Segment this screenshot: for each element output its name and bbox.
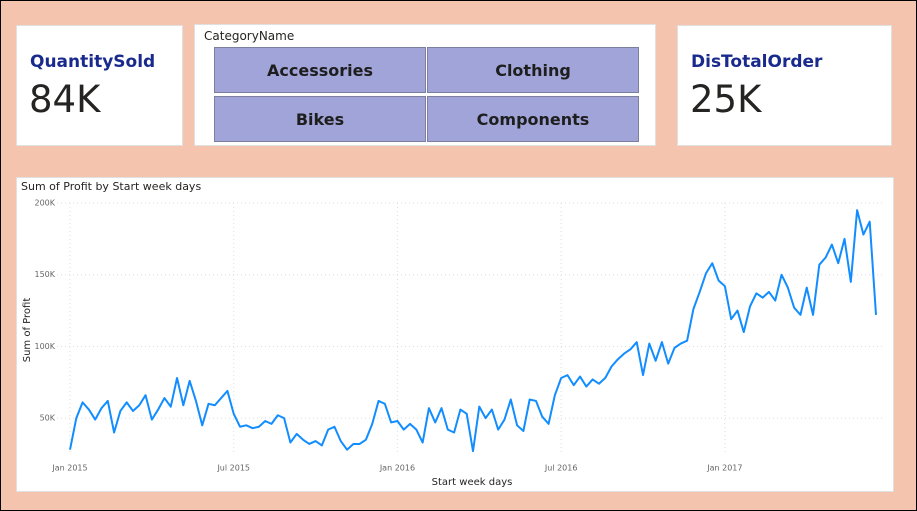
y-tick-label: 150K bbox=[34, 270, 55, 279]
chart-panel: Sum of Profit by Start week days Start w… bbox=[16, 177, 894, 492]
slicer-title: CategoryName bbox=[204, 29, 295, 43]
card: QuantitySold 84K bbox=[16, 25, 183, 146]
slicer-button[interactable]: Accessories bbox=[214, 47, 426, 93]
x-tick-label: Jan 2016 bbox=[379, 464, 415, 473]
slicer-button[interactable]: Clothing bbox=[427, 47, 639, 93]
card-value: 25K bbox=[690, 78, 762, 121]
slicer: CategoryName Accessories Clothing Bikes … bbox=[194, 24, 656, 146]
card-title: DisTotalOrder bbox=[691, 52, 823, 72]
x-tick-label: Jul 2015 bbox=[216, 464, 250, 473]
x-axis-title: Start week days bbox=[432, 477, 513, 488]
chart: Sum of Profit by Start week days Start w… bbox=[21, 180, 883, 488]
x-tick-label: Jul 2016 bbox=[544, 464, 578, 473]
slicer-button[interactable]: Bikes bbox=[214, 96, 426, 142]
x-tick-label: Jan 2015 bbox=[51, 464, 87, 473]
y-axis-title: Sum of Profit bbox=[22, 298, 33, 363]
card-title: QuantitySold bbox=[30, 52, 156, 72]
card: DisTotalOrder 25K bbox=[677, 25, 892, 146]
line-series bbox=[69, 209, 877, 453]
y-tick-label: 200K bbox=[34, 199, 55, 208]
x-tick-label: Jan 2017 bbox=[706, 464, 742, 473]
chart-title: Sum of Profit by Start week days bbox=[21, 180, 201, 193]
y-tick-label: 50K bbox=[40, 414, 56, 423]
slicer-button[interactable]: Components bbox=[427, 96, 639, 142]
y-tick-label: 100K bbox=[34, 342, 55, 351]
card-value: 84K bbox=[29, 78, 101, 121]
